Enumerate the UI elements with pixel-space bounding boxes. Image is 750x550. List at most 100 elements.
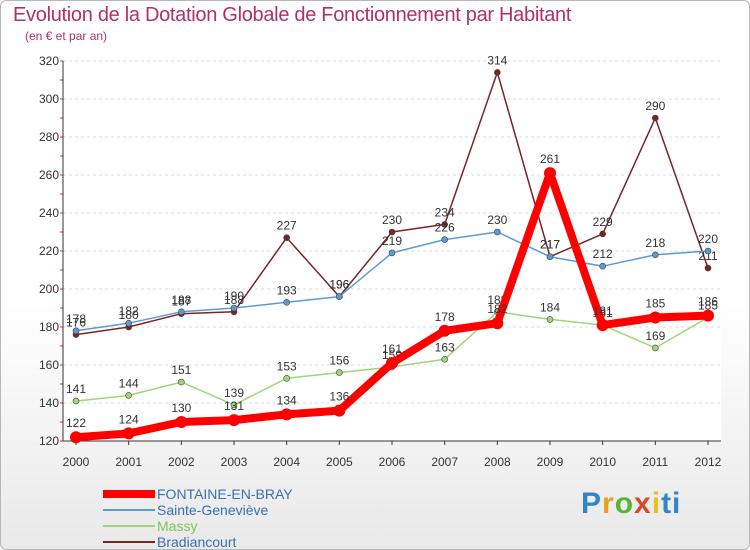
data-label: 261 xyxy=(540,152,560,166)
data-label: 227 xyxy=(277,219,297,233)
data-label: 122 xyxy=(66,416,86,430)
data-point xyxy=(494,228,501,236)
data-point xyxy=(599,262,606,270)
data-point xyxy=(599,230,606,238)
x-tick-label: 2010 xyxy=(589,455,616,469)
data-point xyxy=(230,304,238,312)
data-label: 212 xyxy=(593,247,613,261)
data-label: 176 xyxy=(66,316,86,330)
data-point xyxy=(652,114,659,122)
legend-label: Sainte-Geneviève xyxy=(157,502,269,518)
data-label: 185 xyxy=(698,299,718,313)
legend-item: Bradiancourt xyxy=(103,534,293,550)
legend: FONTAINE-EN-BRAY Sainte-Geneviève Massy Bra… xyxy=(103,486,293,550)
data-label: 181 xyxy=(593,304,613,318)
data-label: 230 xyxy=(487,213,507,227)
y-tick-label: 220 xyxy=(39,244,59,258)
data-point xyxy=(283,374,290,382)
data-point xyxy=(70,431,82,444)
data-point xyxy=(652,344,659,352)
data-point xyxy=(228,414,240,427)
data-label: 188 xyxy=(224,293,244,307)
data-point xyxy=(546,253,554,260)
data-point xyxy=(175,416,188,428)
y-tick-label: 120 xyxy=(39,434,59,448)
data-label: 186 xyxy=(698,295,718,309)
data-label: 220 xyxy=(698,232,718,246)
data-point xyxy=(596,319,609,332)
data-label: 230 xyxy=(382,213,402,227)
x-tick-label: 2011 xyxy=(642,455,668,469)
legend-swatch xyxy=(103,525,155,527)
data-point xyxy=(546,316,554,323)
x-tick-label: 2000 xyxy=(63,455,90,469)
x-tick-label: 2009 xyxy=(537,455,564,469)
data-point xyxy=(283,234,290,241)
chart-subtitle: (en € et par an) xyxy=(25,29,108,43)
data-label: 211 xyxy=(698,249,717,263)
data-point xyxy=(491,317,504,330)
data-label: 182 xyxy=(119,304,139,318)
legend-swatch xyxy=(103,509,155,511)
data-point xyxy=(280,408,293,421)
data-label: 178 xyxy=(66,312,86,326)
data-label: 130 xyxy=(171,401,191,415)
data-point xyxy=(336,293,343,300)
x-tick-label: 2005 xyxy=(326,455,353,469)
y-tick-label: 320 xyxy=(39,54,59,68)
data-point xyxy=(125,319,132,327)
data-point xyxy=(178,378,185,386)
legend-label: Bradiancourt xyxy=(157,534,237,550)
data-label: 185 xyxy=(645,297,665,311)
data-label: 290 xyxy=(645,99,665,113)
data-point xyxy=(72,397,80,405)
data-point xyxy=(178,308,185,316)
legend-item: Massy xyxy=(103,518,293,534)
data-point xyxy=(386,357,398,370)
data-label: 163 xyxy=(435,340,455,354)
x-tick-label: 2004 xyxy=(273,455,300,469)
x-tick-label: 2008 xyxy=(484,455,511,469)
data-label: 141 xyxy=(66,382,86,396)
data-point xyxy=(230,401,238,409)
data-label: 156 xyxy=(329,354,349,368)
data-point xyxy=(649,311,662,324)
data-point xyxy=(652,251,659,259)
data-label: 188 xyxy=(171,293,191,307)
legend-item: Sainte-Geneviève xyxy=(103,502,293,518)
y-tick-label: 280 xyxy=(39,130,59,144)
data-point xyxy=(441,355,448,363)
data-point xyxy=(441,236,448,243)
y-tick-label: 200 xyxy=(39,282,59,296)
data-label: 218 xyxy=(645,236,665,250)
data-point xyxy=(438,324,451,337)
data-point xyxy=(702,309,714,322)
x-tick-label: 2006 xyxy=(379,455,406,469)
x-tick-label: 2003 xyxy=(221,455,248,469)
y-tick-label: 240 xyxy=(39,206,59,220)
data-label: 234 xyxy=(435,205,455,219)
data-label: 182 xyxy=(487,302,507,316)
x-tick-label: 2007 xyxy=(431,455,458,469)
legend-swatch xyxy=(103,541,155,543)
data-point xyxy=(72,327,80,335)
data-point xyxy=(336,369,343,376)
data-label: 187 xyxy=(171,295,191,309)
data-label: 184 xyxy=(540,300,560,314)
legend-swatch xyxy=(103,490,155,498)
data-point xyxy=(122,427,135,440)
data-point xyxy=(388,228,396,236)
data-label: 193 xyxy=(277,283,297,297)
data-point xyxy=(333,404,346,417)
data-label: 180 xyxy=(119,308,139,322)
data-point xyxy=(494,69,501,76)
x-tick-label: 2001 xyxy=(115,455,142,469)
data-label: 169 xyxy=(645,329,665,343)
data-point xyxy=(441,221,448,228)
data-point xyxy=(704,264,712,272)
data-label: 314 xyxy=(487,53,507,67)
proxiti-logo: Proxiti xyxy=(581,487,682,520)
data-label: 217 xyxy=(540,238,560,252)
